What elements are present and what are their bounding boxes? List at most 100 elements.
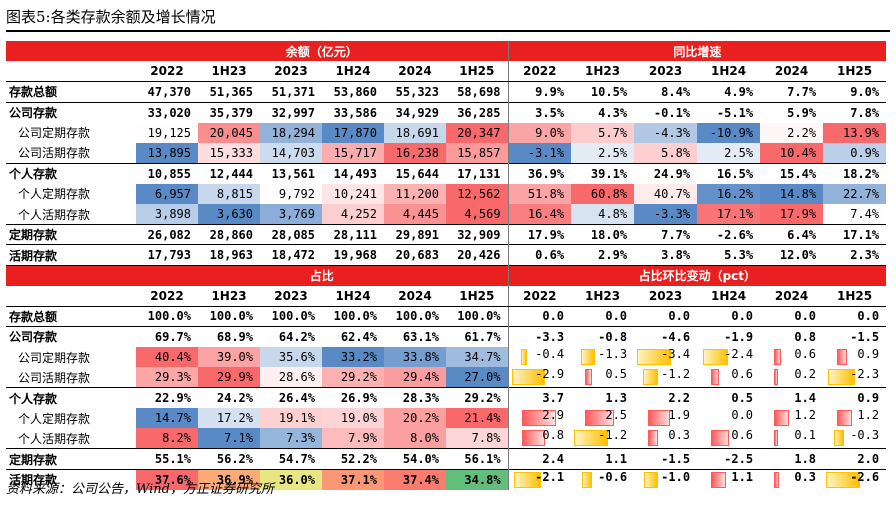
- change-value: -2.9: [535, 367, 565, 382]
- data-bar: [773, 471, 780, 488]
- value-cell: 29,891: [384, 224, 446, 245]
- growth-cell: 17.1%: [823, 224, 887, 245]
- value-cell: 100.0%: [322, 305, 384, 327]
- change-cell: -2.6: [823, 468, 887, 490]
- value-cell: 33,586: [322, 101, 384, 123]
- change-value: -1.2: [661, 367, 691, 382]
- growth-cell: 60.8%: [571, 183, 635, 205]
- change-cell: -1.9: [697, 325, 761, 347]
- change-cell: 2.9: [507, 408, 572, 429]
- data-bar: [584, 410, 615, 427]
- value-cell: 51,371: [260, 81, 322, 103]
- value-cell: 14,703: [260, 142, 322, 164]
- change-value: 0.5: [605, 367, 628, 382]
- value-cell: 14,493: [322, 162, 384, 184]
- growth-cell: -10.9%: [697, 122, 761, 143]
- growth-cell: 22.7%: [823, 183, 887, 205]
- data-bar-cell: 0.6: [763, 347, 816, 367]
- change-cell: 2.4: [507, 448, 572, 470]
- data-bar-cell: -2.9: [511, 367, 565, 387]
- deposit-table: 余额（亿元） 同比增速 2022 1H23 2023 1H24 2024 1H25 2022 1H…: [6, 41, 887, 490]
- header-blank: [6, 264, 136, 286]
- change-cell: 0.0: [634, 305, 698, 327]
- data-bar-cell: -1.2: [637, 367, 690, 387]
- value-cell: 39.0%: [198, 346, 260, 368]
- data-bar-cell: -2.3: [826, 367, 879, 387]
- growth-cell: 18.2%: [823, 162, 887, 184]
- data-bar-cell: 0.5: [574, 367, 627, 387]
- value-cell: 61.7%: [446, 325, 509, 347]
- value-cell: 7.9%: [322, 428, 384, 449]
- value-cell: 33,020: [136, 101, 198, 123]
- data-bar-cell: 2.9: [512, 408, 565, 428]
- value-cell: 19,968: [322, 244, 384, 266]
- change-cell: -2.1: [507, 468, 572, 490]
- value-cell: 3,630: [198, 204, 260, 225]
- growth-cell: 0.6%: [507, 244, 572, 266]
- value-cell: 100.0%: [198, 305, 260, 327]
- data-bar: [574, 430, 608, 447]
- data-bar-cell: 0.6: [700, 367, 753, 387]
- change-cell: 0.1: [760, 428, 823, 448]
- value-cell: 18,963: [198, 244, 260, 266]
- growth-cell: 7.7%: [634, 224, 698, 245]
- data-bar-cell: 1.1: [700, 470, 753, 489]
- data-bar: [710, 430, 729, 447]
- change-cell: -3.4: [634, 347, 697, 367]
- table-row: 个人活期存款 8.2% 7.1% 7.3% 7.9% 8.0% 7.8% 0.8 -1.2 0.3…: [6, 428, 886, 449]
- change-cell: 0.0: [507, 305, 572, 327]
- value-cell: 15,644: [384, 162, 446, 184]
- value-cell: 36,285: [446, 101, 509, 123]
- data-bar-cell: -1.2: [574, 428, 627, 448]
- change-cell: 0.0: [571, 305, 635, 327]
- year-header: 2023: [634, 61, 698, 83]
- data-bar-cell: 1.2: [826, 408, 879, 428]
- value-cell: 7.3%: [260, 428, 322, 449]
- value-cell: 7.8%: [446, 428, 509, 449]
- value-cell: 40.4%: [136, 346, 198, 368]
- data-bar-cell: -0.6: [574, 470, 627, 489]
- value-cell: 17,870: [322, 122, 384, 143]
- value-cell: 32,909: [446, 224, 509, 245]
- change-value: 2.9: [542, 408, 565, 423]
- growth-cell: 4.3%: [571, 101, 635, 123]
- growth-cell: 39.1%: [571, 162, 635, 184]
- data-bar: [773, 348, 782, 366]
- growth-cell: 9.0%: [507, 122, 572, 143]
- growth-cell: 2.3%: [823, 244, 887, 266]
- growth-cell: 6.4%: [760, 224, 824, 245]
- growth-cell: 40.7%: [634, 183, 698, 205]
- row-label: 公司活期存款: [18, 146, 91, 161]
- table-row: 公司活期存款 13,895 15,333 14,703 15,717 16,238 15,8…: [6, 142, 887, 164]
- value-cell: 64.2%: [260, 325, 322, 347]
- growth-cell: 7.4%: [823, 204, 887, 225]
- value-cell: 26.4%: [260, 387, 322, 409]
- change-value: 0.6: [731, 428, 754, 443]
- change-cell: 0.5: [571, 367, 634, 387]
- change-value: -2.1: [535, 469, 565, 484]
- change-value: 0.6: [731, 367, 754, 382]
- growth-cell: 2.9%: [571, 244, 635, 266]
- year-blank: [6, 61, 136, 83]
- table-row: 定期存款 55.1% 56.2% 54.7% 52.2% 54.0% 56.1% 2.4 1.1…: [6, 448, 887, 470]
- growth-cell: -2.6%: [697, 224, 761, 245]
- value-cell: 32,997: [260, 101, 322, 123]
- change-value: 0.0: [731, 408, 754, 423]
- value-cell: 21.4%: [446, 408, 509, 429]
- row-label: 个人定期存款: [18, 411, 91, 426]
- change-cell: 0.9: [823, 347, 886, 367]
- data-bar: [584, 369, 593, 386]
- change-cell: 0.9: [823, 387, 887, 409]
- change-cell: 0.2: [760, 367, 823, 387]
- data-bar: [834, 430, 844, 447]
- growth-cell: 7.7%: [760, 81, 824, 103]
- change-cell: 1.1: [571, 448, 635, 470]
- year-header: 2023: [260, 61, 322, 83]
- value-cell: 68.9%: [198, 325, 260, 347]
- row-label: 公司存款: [6, 325, 136, 347]
- value-cell: 53,860: [322, 81, 384, 103]
- value-cell: 17.2%: [198, 408, 260, 429]
- change-cell: 0.8: [760, 325, 824, 347]
- value-cell: 28,111: [322, 224, 384, 245]
- data-bar-cell: 2.5: [574, 408, 627, 428]
